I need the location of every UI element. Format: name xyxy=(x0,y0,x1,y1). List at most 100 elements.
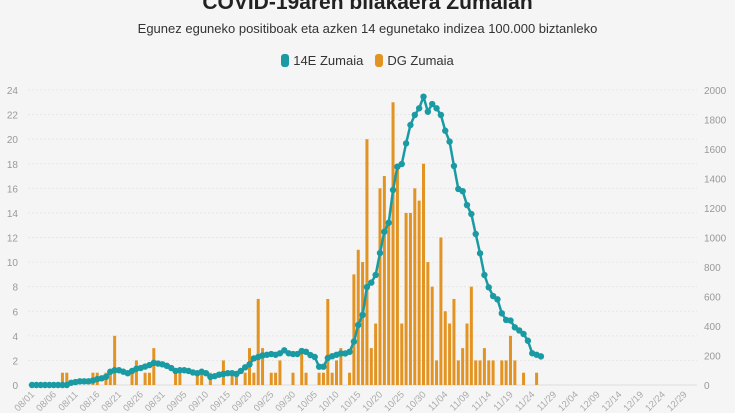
point-14e-zumaia xyxy=(516,327,523,334)
bar-dg-zumaia xyxy=(152,348,156,385)
bar-dg-zumaia xyxy=(369,348,373,385)
bar-dg-zumaia xyxy=(256,298,260,385)
x-tick-label: 09/30 xyxy=(274,389,299,413)
point-14e-zumaia xyxy=(398,160,405,168)
bar-dg-zumaia xyxy=(404,212,408,385)
legend-item-dg[interactable]: DG Zumaia xyxy=(375,53,454,68)
bar-dg-zumaia xyxy=(365,139,369,385)
bar-dg-zumaia xyxy=(269,372,273,385)
x-tick-label: 11/04 xyxy=(426,389,450,413)
bar-dg-zumaia xyxy=(230,372,234,385)
bar-dg-zumaia xyxy=(300,348,304,385)
bar-dg-zumaia xyxy=(456,360,460,385)
x-tick-label: 11/29 xyxy=(535,389,559,413)
legend-label: 14E Zumaia xyxy=(293,53,364,68)
x-tick-label: 08/31 xyxy=(143,389,168,413)
bar-dg-zumaia xyxy=(435,360,439,385)
point-14e-zumaia xyxy=(346,348,353,356)
bar-dg-zumaia xyxy=(382,176,386,385)
x-tick-label: 09/10 xyxy=(187,389,212,413)
x-tick-label: 08/16 xyxy=(78,389,103,413)
point-14e-zumaia xyxy=(376,249,384,257)
x-tick-label: 08/26 xyxy=(121,389,146,413)
point-14e-zumaia xyxy=(350,338,358,345)
point-14e-zumaia xyxy=(450,162,458,170)
y-right-tick-label: 0 xyxy=(704,381,710,392)
x-tick-label: 08/06 xyxy=(34,389,59,413)
point-14e-zumaia xyxy=(372,271,379,279)
point-14e-zumaia xyxy=(468,210,475,218)
bar-dg-zumaia xyxy=(522,372,526,385)
y-left-tick-label: 10 xyxy=(7,258,19,269)
point-14e-zumaia xyxy=(537,353,545,360)
x-tick-label: 12/14 xyxy=(600,389,625,413)
x-tick-label: 09/15 xyxy=(208,389,233,413)
bar-dg-zumaia xyxy=(513,360,517,385)
x-tick-label: 11/24 xyxy=(513,389,537,413)
x-tick-label: 09/25 xyxy=(252,389,277,413)
point-14e-zumaia xyxy=(302,348,310,356)
bar-dg-zumaia xyxy=(261,348,265,385)
x-tick-label: 12/09 xyxy=(578,389,603,413)
bar-dg-zumaia xyxy=(108,372,112,385)
legend-swatch-bar xyxy=(375,54,384,67)
point-14e-zumaia xyxy=(385,219,392,226)
legend-swatch-line xyxy=(281,54,290,67)
x-tick-label: 11/14 xyxy=(470,389,494,413)
y-right-tick-label: 1000 xyxy=(704,234,727,245)
bar-dg-zumaia xyxy=(348,372,352,385)
x-tick-label: 08/01 xyxy=(13,389,38,413)
bar-dg-zumaia xyxy=(504,360,508,385)
x-tick-label: 12/29 xyxy=(665,389,690,413)
bar-dg-zumaia xyxy=(417,200,421,385)
y-right-tick-label: 600 xyxy=(704,293,721,304)
bar-dg-zumaia xyxy=(430,286,434,385)
point-14e-zumaia xyxy=(381,228,388,235)
y-left-tick-label: 16 xyxy=(7,184,19,195)
point-14e-zumaia xyxy=(407,121,414,129)
bar-dg-zumaia xyxy=(321,372,325,385)
y-left-tick-label: 4 xyxy=(12,332,18,343)
point-14e-zumaia xyxy=(402,140,410,147)
point-14e-zumaia xyxy=(459,187,466,195)
bar-dg-zumaia xyxy=(487,360,491,385)
bar-dg-zumaia xyxy=(469,286,473,385)
bar-dg-zumaia xyxy=(243,372,247,385)
point-14e-zumaia xyxy=(363,283,371,291)
legend-item-14e[interactable]: 14E Zumaia xyxy=(281,53,363,68)
bar-dg-zumaia xyxy=(413,188,417,385)
y-right-tick-label: 1200 xyxy=(704,204,727,215)
y-left-tick-label: 14 xyxy=(7,209,19,220)
bar-dg-zumaia xyxy=(395,163,399,385)
y-left-tick-label: 22 xyxy=(7,111,19,122)
point-14e-zumaia xyxy=(320,363,327,370)
bar-dg-zumaia xyxy=(400,323,404,385)
bar-dg-zumaia xyxy=(195,372,199,385)
point-14e-zumaia xyxy=(485,284,492,291)
y-left-tick-label: 20 xyxy=(7,135,19,146)
y-right-tick-label: 2000 xyxy=(704,86,727,97)
y-right-tick-label: 200 xyxy=(704,352,721,363)
bar-dg-zumaia xyxy=(143,372,147,385)
bar-dg-zumaia xyxy=(352,274,356,385)
legend: 14E Zumaia DG Zumaia xyxy=(0,53,735,68)
bar-dg-zumaia xyxy=(387,225,391,385)
point-14e-zumaia xyxy=(494,296,501,303)
line-14e-zumaia xyxy=(32,95,542,387)
point-14e-zumaia xyxy=(415,105,423,112)
point-14e-zumaia xyxy=(463,201,471,209)
y-left-tick-label: 12 xyxy=(7,234,19,245)
x-tick-label: 12/04 xyxy=(556,389,581,413)
x-tick-label: 10/30 xyxy=(404,389,429,413)
bar-dg-zumaia xyxy=(500,360,504,385)
bar-dg-zumaia xyxy=(465,323,469,385)
bar-dg-zumaia xyxy=(113,335,117,385)
point-14e-zumaia xyxy=(481,271,488,279)
legend-label: DG Zumaia xyxy=(387,53,454,68)
y-left-tick-label: 2 xyxy=(12,356,18,367)
bar-dg-zumaia xyxy=(408,212,412,385)
point-14e-zumaia xyxy=(311,353,318,361)
bar-dg-zumaia xyxy=(482,348,486,385)
bar-dg-zumaia xyxy=(448,323,452,385)
point-14e-zumaia xyxy=(246,361,253,368)
